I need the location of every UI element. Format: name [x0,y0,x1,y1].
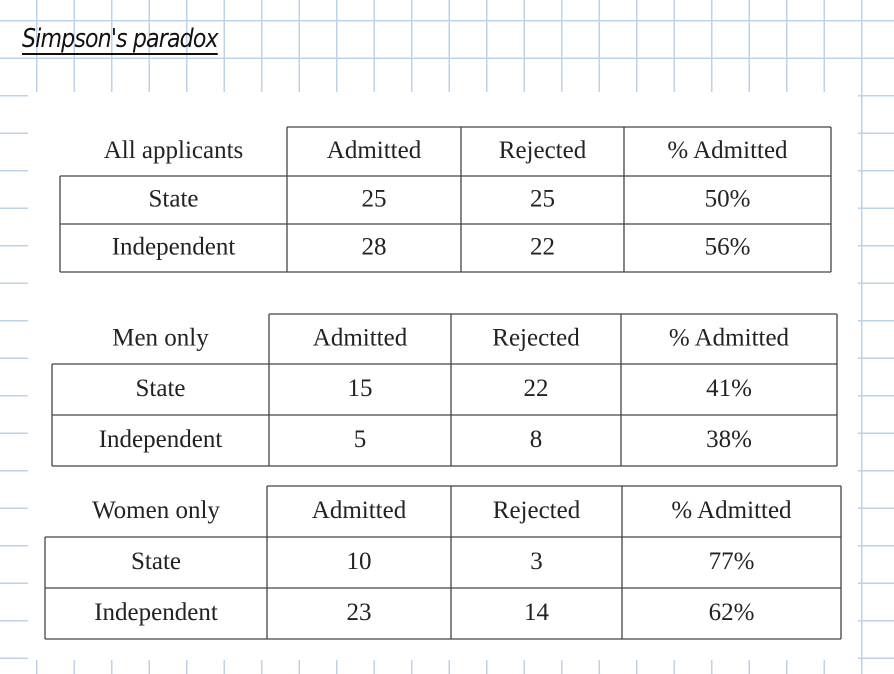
header-cell: Men only [112,325,209,352]
table-cell: 25 [530,186,555,213]
header-cell: All applicants [104,137,244,164]
table-cell: State [131,548,181,575]
header-cell: % Admitted [671,497,792,524]
table-cell: Independent [99,426,223,453]
table-cell: State [136,375,186,402]
paper [28,92,858,660]
header-cell: Women only [92,497,220,524]
table-cell: 28 [362,234,387,261]
table-cell: 25 [362,186,387,213]
table-cell: 56% [705,234,751,261]
table-cell: 14 [524,599,550,626]
table-cell: 22 [530,234,555,261]
table-cell: 3 [530,548,543,575]
table-cell: 23 [347,599,372,626]
header-cell: % Admitted [667,137,788,164]
title: Simpson's paradox [22,24,219,54]
header-cell: Admitted [313,325,408,352]
header-cell: Admitted [327,137,422,164]
table-cell: 62% [709,599,755,626]
table-cell: 10 [347,548,372,575]
table-cell: 41% [706,375,752,402]
table-cell: 8 [530,426,543,453]
table-cell: 22 [524,375,549,402]
table-cell: State [149,186,199,213]
header-cell: Rejected [499,137,587,164]
table-cell: Independent [94,599,218,626]
table-cell: 38% [706,426,752,453]
header-cell: Rejected [493,497,581,524]
table-cell: 15 [348,375,373,402]
table-cell: 77% [709,548,755,575]
header-cell: Rejected [492,325,580,352]
table-cell: Independent [112,234,236,261]
header-cell: Admitted [312,497,407,524]
table-cell: 5 [354,426,367,453]
table-cell: 50% [705,186,751,213]
header-cell: % Admitted [669,325,790,352]
